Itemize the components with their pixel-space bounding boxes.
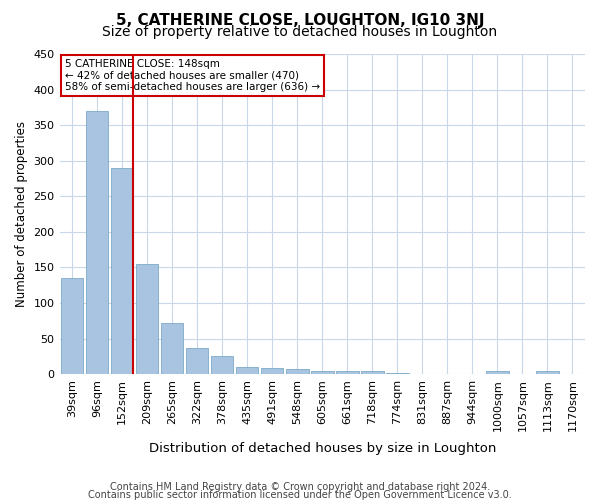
Bar [61,278,83,374]
Bar [211,356,233,374]
Text: Size of property relative to detached houses in Loughton: Size of property relative to detached ho… [103,25,497,39]
Text: Contains HM Land Registry data © Crown copyright and database right 2024.: Contains HM Land Registry data © Crown c… [110,482,490,492]
Text: Contains public sector information licensed under the Open Government Licence v3: Contains public sector information licen… [88,490,512,500]
Bar [261,368,283,374]
Y-axis label: Number of detached properties: Number of detached properties [15,121,28,307]
Bar [536,372,559,374]
Bar [86,111,109,374]
Bar [311,372,334,374]
Bar [186,348,208,374]
Bar [361,372,383,374]
Text: 5, CATHERINE CLOSE, LOUGHTON, IG10 3NJ: 5, CATHERINE CLOSE, LOUGHTON, IG10 3NJ [116,12,484,28]
Bar [136,264,158,374]
Bar [286,369,308,374]
X-axis label: Distribution of detached houses by size in Loughton: Distribution of detached houses by size … [149,442,496,455]
Bar [236,367,259,374]
Bar [111,168,133,374]
Bar [161,323,184,374]
Bar [486,372,509,374]
Bar [336,372,359,374]
Text: 5 CATHERINE CLOSE: 148sqm
← 42% of detached houses are smaller (470)
58% of semi: 5 CATHERINE CLOSE: 148sqm ← 42% of detac… [65,59,320,92]
